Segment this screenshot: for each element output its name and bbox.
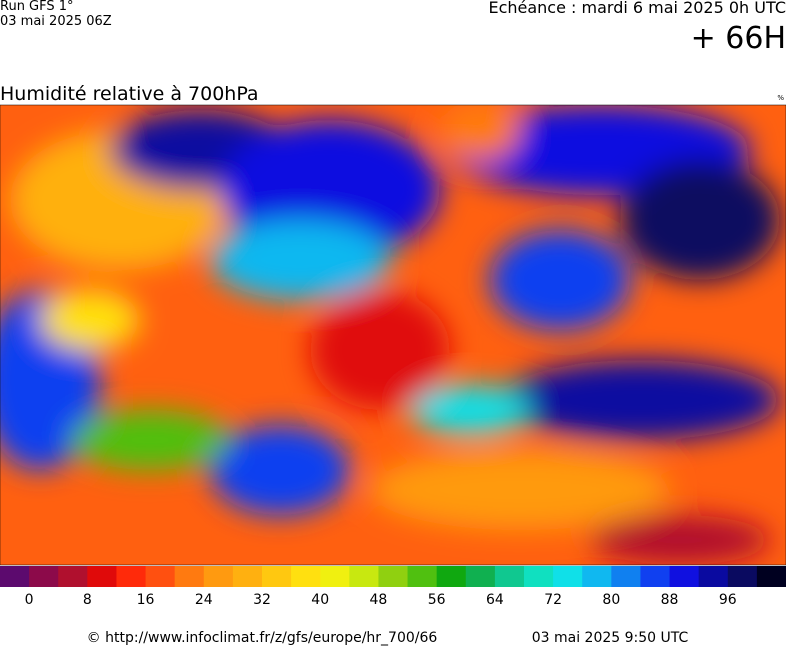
colorbar-tick-label: 8 xyxy=(83,592,92,608)
colorbar-box xyxy=(145,566,176,587)
unit: % xyxy=(777,94,784,102)
colorbar-tick-label: 72 xyxy=(544,592,562,608)
colorbar-box xyxy=(611,566,641,587)
colorbar-tick-label: 32 xyxy=(253,592,271,608)
colorbar-box xyxy=(727,566,758,587)
colorbar-box xyxy=(378,566,409,587)
colorbar-tick-label: 64 xyxy=(486,592,504,608)
valid-time: Echéance : mardi 6 mai 2025 0h UTC xyxy=(488,0,786,17)
colorbar-tick-label: 24 xyxy=(195,592,213,608)
run-label: Run GFS 1° xyxy=(0,0,74,14)
timestamp: 03 mai 2025 9:50 UTC xyxy=(532,630,689,646)
colorbar-box xyxy=(698,566,729,587)
map-title: Humidité relative à 700hPa xyxy=(0,83,259,105)
run-date: 03 mai 2025 06Z xyxy=(0,14,112,29)
colorbar-tick-label: 0 xyxy=(25,592,34,608)
colorbar-tick-label: 80 xyxy=(602,592,620,608)
colorbar-box xyxy=(320,566,350,587)
map-frame xyxy=(0,104,786,566)
colorbar-box xyxy=(436,566,467,587)
colorbar-box xyxy=(524,566,554,587)
humidity-field xyxy=(0,105,786,565)
colorbar-tick-label: 88 xyxy=(661,592,679,608)
colorbar-tick-label: 96 xyxy=(719,592,737,608)
colorbar-tick-label: 56 xyxy=(428,592,446,608)
colorbar-tick-label: 48 xyxy=(370,592,388,608)
colorbar: 0 8 16 24 32 40 48 56 64 72 80 88 96 xyxy=(0,566,786,608)
colorbar-box xyxy=(232,566,263,587)
colorbar-box xyxy=(116,566,147,587)
colorbar-tick-label: 40 xyxy=(311,592,329,608)
colorbar-box xyxy=(407,566,438,587)
colorbar-box xyxy=(640,566,671,587)
colorbar-box xyxy=(174,566,205,587)
colorbar-box xyxy=(494,566,525,587)
colorbar-box xyxy=(756,566,786,587)
colorbar-box xyxy=(203,566,234,587)
colorbar-box xyxy=(582,566,612,587)
colorbar-box xyxy=(465,566,496,587)
colorbar-box xyxy=(553,566,583,587)
source: © http://www.infoclimat.fr/z/gfs/europe/… xyxy=(87,630,438,646)
colorbar-tick-label: 16 xyxy=(137,592,155,608)
colorbar-box xyxy=(58,566,88,587)
colorbar-box xyxy=(349,566,379,587)
colorbar-box xyxy=(262,566,292,587)
colorbar-box xyxy=(29,566,59,587)
colorbar-box xyxy=(87,566,117,587)
colorbar-box xyxy=(0,566,30,587)
lead-time: + 66H xyxy=(691,21,786,56)
colorbar-box xyxy=(291,566,321,587)
colorbar-box xyxy=(669,566,700,587)
